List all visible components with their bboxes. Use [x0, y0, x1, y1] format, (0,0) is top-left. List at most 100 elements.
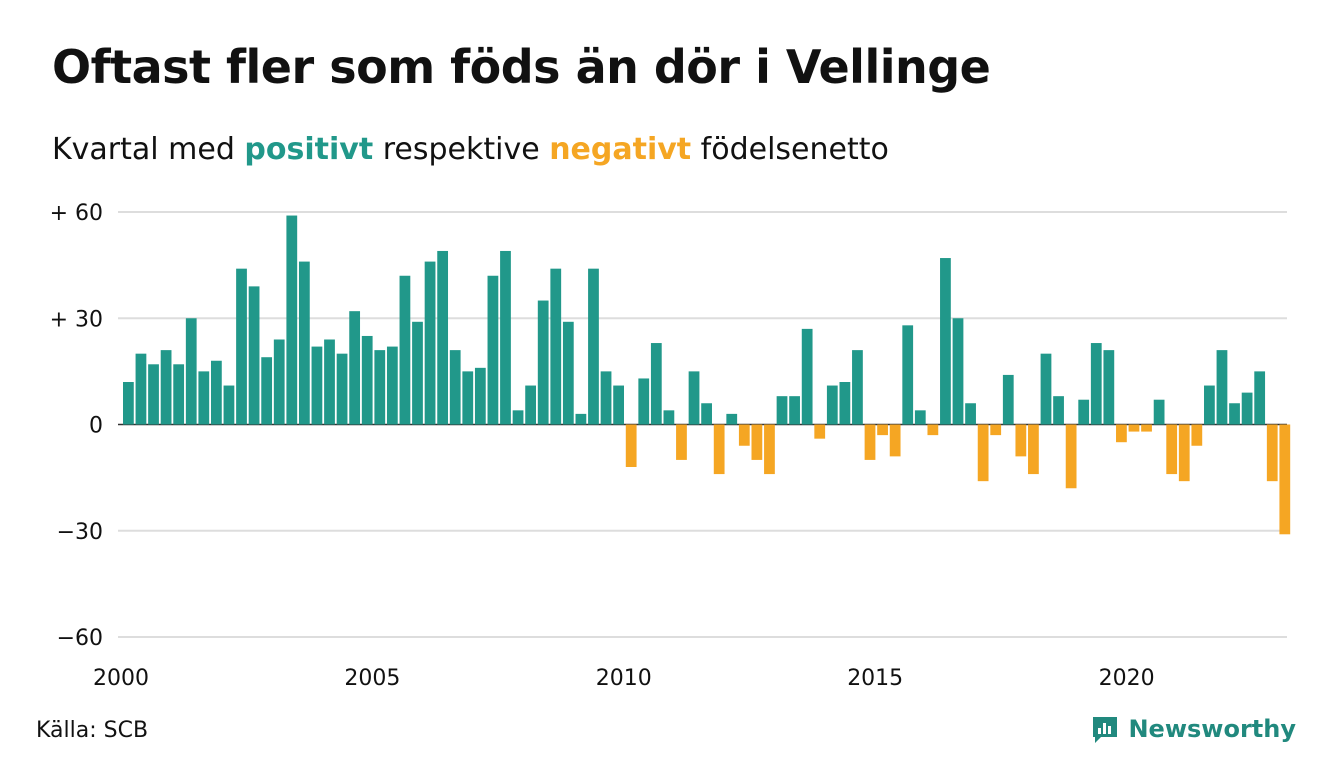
- x-tick-label: 2015: [847, 666, 903, 691]
- subtitle-positive-label: positivt: [244, 132, 374, 167]
- chart-title: Oftast fler som föds än dör i Vellinge: [52, 40, 991, 94]
- bar: [148, 364, 159, 425]
- bar: [1204, 385, 1215, 425]
- bar: [764, 424, 775, 475]
- bar: [713, 424, 725, 475]
- bar: [123, 382, 134, 425]
- bar: [261, 357, 273, 425]
- bar: [826, 385, 838, 425]
- bar: [437, 250, 449, 425]
- bar: [801, 328, 813, 425]
- bar: [474, 367, 486, 425]
- bar: [952, 318, 964, 425]
- bar: [776, 396, 788, 425]
- bar: [1153, 399, 1165, 425]
- x-tick-label: 2005: [344, 666, 400, 691]
- bar: [1065, 424, 1077, 489]
- bar: [537, 300, 549, 425]
- bar: [927, 424, 939, 436]
- bar: [1191, 424, 1203, 446]
- bar: [525, 385, 537, 425]
- bars: [123, 215, 1291, 535]
- bar: [1141, 424, 1152, 432]
- bar: [676, 424, 687, 460]
- y-tick-label: + 60: [50, 201, 103, 226]
- bar: [562, 321, 574, 425]
- source-note: Källa: SCB: [36, 718, 149, 743]
- bar: [500, 250, 511, 425]
- bar: [625, 424, 637, 467]
- bar: [1254, 371, 1266, 425]
- bar: [650, 343, 662, 425]
- bar: [1028, 424, 1039, 475]
- bar: [311, 346, 323, 425]
- bar: [839, 382, 851, 425]
- bar: [1216, 350, 1228, 425]
- bar: [248, 286, 260, 425]
- bar: [185, 318, 197, 425]
- bar: [160, 350, 172, 425]
- subtitle-text-2: respektive: [373, 132, 550, 167]
- bar: [1178, 424, 1190, 482]
- bar: [852, 350, 863, 425]
- y-tick-label: 0: [89, 414, 103, 439]
- bar: [324, 339, 335, 425]
- bar: [135, 353, 147, 425]
- bar: [726, 413, 738, 425]
- brand-name: Newsworthy: [1128, 715, 1296, 743]
- bar: [349, 311, 361, 425]
- bar: [550, 268, 562, 425]
- x-tick-label: 2010: [596, 666, 652, 691]
- bar: [487, 275, 499, 425]
- bar: [751, 424, 763, 460]
- bar: [864, 424, 876, 460]
- bar: [173, 364, 185, 425]
- bar: [1053, 396, 1064, 425]
- y-tick-label: −60: [57, 626, 103, 651]
- subtitle-negative-label: negativt: [549, 132, 692, 167]
- y-tick-label: + 30: [50, 307, 103, 332]
- bar: [965, 403, 976, 425]
- bar: [1128, 424, 1140, 432]
- bar: [236, 268, 247, 425]
- brand-logo[interactable]: Newsworthy: [1090, 714, 1296, 744]
- bar: [462, 371, 474, 425]
- bar: [814, 424, 826, 439]
- bar: [877, 424, 888, 436]
- bar: [1015, 424, 1027, 457]
- bar: [1040, 353, 1052, 425]
- y-tick-label: −30: [57, 520, 103, 545]
- bar: [914, 410, 926, 425]
- newsworthy-logo-icon: [1093, 717, 1118, 743]
- bar: [738, 424, 750, 446]
- bar: [399, 275, 411, 425]
- bar: [449, 350, 461, 425]
- x-axis-ticks: 2000 2005 2010 2015 2020: [93, 666, 1155, 691]
- bar: [273, 339, 285, 425]
- bar: [1078, 399, 1090, 425]
- bar: [889, 424, 901, 457]
- bar: [663, 410, 675, 425]
- bar: [374, 350, 386, 425]
- x-tick-label: 2000: [93, 666, 149, 691]
- bar: [1166, 424, 1178, 475]
- bar: [412, 321, 423, 425]
- subtitle-text-1: Kvartal med: [52, 132, 245, 167]
- bar: [701, 403, 712, 425]
- bar: [990, 424, 1002, 436]
- chart-subtitle: Kvartal med positivt respektive negativt…: [52, 132, 889, 167]
- bar: [210, 360, 222, 425]
- y-axis-ticks: + 60 + 30 0 −30 −60: [50, 201, 103, 651]
- bar: [1116, 424, 1127, 443]
- bar: [1229, 403, 1240, 425]
- bar: [688, 371, 700, 425]
- subtitle-text-3: födelsenetto: [691, 132, 889, 167]
- bar: [600, 371, 612, 425]
- bar: [588, 268, 599, 425]
- bar: [424, 261, 436, 425]
- bar: [1103, 350, 1115, 425]
- bar: [977, 424, 989, 482]
- bar: [613, 385, 624, 425]
- bar: [940, 258, 951, 425]
- bar: [512, 410, 524, 425]
